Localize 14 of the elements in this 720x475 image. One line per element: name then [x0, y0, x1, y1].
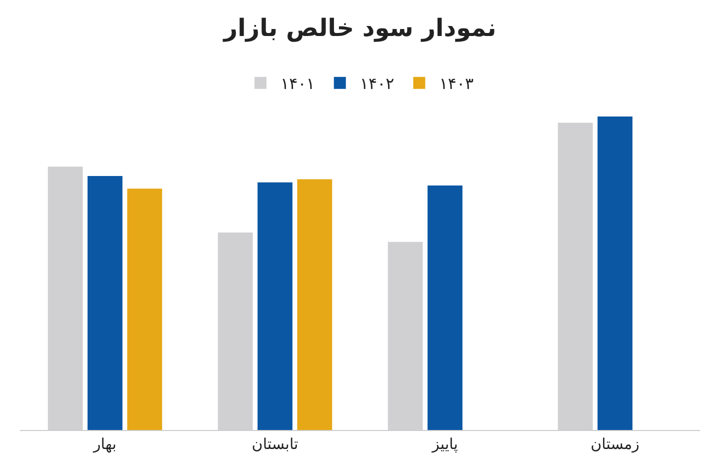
bar: [88, 176, 122, 430]
legend-label: ۱۴۰۲: [360, 74, 394, 94]
legend-label: ۱۴۰۱: [280, 74, 315, 94]
x-tick-label: بهار: [92, 435, 116, 453]
legend-label: ۱۴۰۳: [439, 74, 474, 94]
bar: [297, 179, 332, 430]
x-tick-label: پاییز: [431, 435, 458, 453]
bar: [258, 182, 292, 430]
chart-title: نمودار سود خالص بازار: [222, 14, 496, 42]
x-tick-label: زمستان: [590, 435, 640, 453]
x-tick-label: تابستان: [252, 435, 298, 453]
bar: [428, 185, 462, 430]
bar: [127, 188, 162, 430]
bar: [598, 116, 632, 430]
